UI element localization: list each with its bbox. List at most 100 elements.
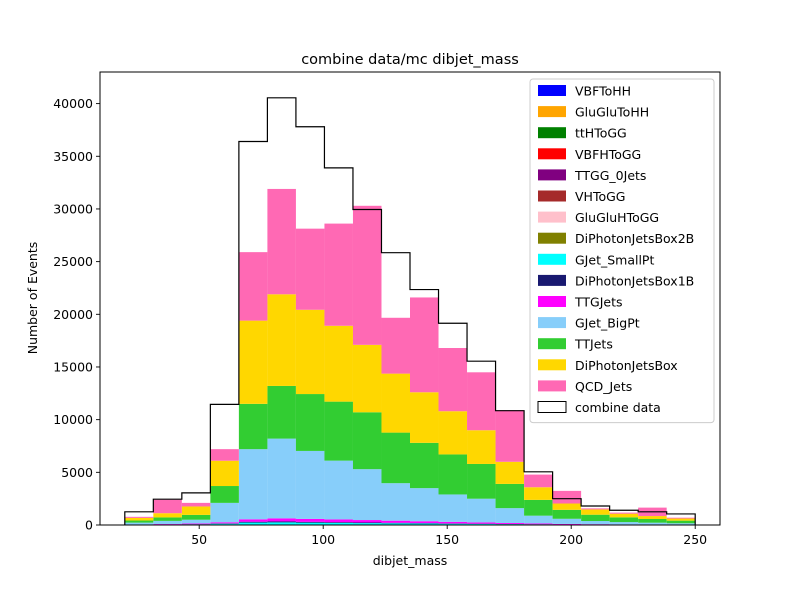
bar-diphotonjetsbox <box>381 373 410 433</box>
legend-swatch-tthtogg <box>538 127 566 139</box>
bar-diphotonjetsbox1b <box>352 522 382 524</box>
bar-qcd-jets <box>124 516 154 518</box>
bar-ttgjets <box>267 518 296 522</box>
legend-label-ttgjets: TTGJets <box>574 295 623 310</box>
bar-gjet-smallpt <box>352 523 382 525</box>
legend-swatch-ttjets <box>538 338 566 350</box>
legend-label-glugluhtogg: GluGluHToGG <box>575 210 659 225</box>
bar-gjet-bigpt <box>324 460 353 520</box>
bar-ttgjets <box>324 519 353 523</box>
bar-diphotonjetsbox <box>495 461 525 484</box>
bar-gjet-bigpt <box>552 518 582 524</box>
legend-label-qcd-jets: QCD_Jets <box>575 379 632 394</box>
legend-swatch-ttgg-0jets <box>538 169 566 181</box>
bars-layer <box>124 188 696 525</box>
legend-swatch-diphotonjetsbox <box>538 359 566 371</box>
bar-ttgjets <box>238 519 268 522</box>
bar-ttgjets <box>295 518 325 522</box>
bar-gjet-bigpt <box>638 522 667 525</box>
legend-swatch-vbfhtogg <box>538 148 566 160</box>
data-step-layer <box>124 97 696 525</box>
bar-diphotonjetsbox <box>581 509 610 515</box>
legend-swatch-qcd-jets <box>538 380 566 392</box>
bar-ttjets <box>267 385 296 439</box>
bar-ttjets <box>153 517 182 521</box>
bar-qcd-jets <box>410 297 439 393</box>
bar-qcd-jets <box>581 508 610 510</box>
bar-diphotonjetsbox1b <box>295 521 325 523</box>
bar-diphotonjetsbox <box>438 411 468 455</box>
y-tick-label: 5000 <box>61 465 93 480</box>
bar-gjet-bigpt <box>495 508 525 523</box>
bar-gjet-smallpt <box>410 523 439 525</box>
bar-ttjets <box>581 514 610 522</box>
legend-label-tthtogg: ttHToGG <box>575 126 627 141</box>
bar-gjet-bigpt <box>124 522 154 525</box>
legend-label-diphotonjetsbox: DiPhotonJetsBox <box>575 358 678 373</box>
bar-ttjets <box>467 463 496 499</box>
legend-label-diphotonjetsbox2b: DiPhotonJetsBox2B <box>575 231 694 246</box>
bar-qcd-jets <box>295 228 325 310</box>
bar-ttjets <box>524 499 553 516</box>
bar-gjet-bigpt <box>238 449 268 520</box>
bar-gjet-smallpt <box>381 523 410 525</box>
legend-swatch-gjet-smallpt <box>538 253 566 265</box>
bar-gjet-bigpt <box>438 494 468 522</box>
bar-ttjets <box>295 394 325 451</box>
bar-qcd-jets <box>438 348 468 412</box>
legend-label-ttjets: TTJets <box>574 337 613 352</box>
bar-diphotonjetsbox <box>638 516 667 519</box>
legend-label-combine-data: combine data <box>575 400 661 415</box>
legend-swatch-vhtogg <box>538 190 566 202</box>
bar-ttjets <box>124 520 154 523</box>
legend: VBFToHH GluGluToHH ttHToGG VBFHToGG TTGG_0Je… <box>529 78 715 424</box>
y-tick-label: 30000 <box>53 201 93 216</box>
bar-diphotonjetsbox <box>467 430 496 464</box>
y-axis-label: Number of Events <box>25 242 40 355</box>
legend-label-vbfhtogg: VBFHToGG <box>575 147 641 162</box>
bar-gjet-bigpt <box>524 515 553 524</box>
bar-ttjets <box>181 514 211 520</box>
bar-diphotonjetsbox <box>124 517 154 521</box>
bar-gjet-bigpt <box>153 520 182 525</box>
bar-gjet-bigpt <box>267 438 296 519</box>
bar-ttgjets <box>381 520 410 523</box>
y-axis: 0 5000 10000 15000 20000 25000 30000 35000 40000 <box>53 96 100 533</box>
bar-diphotonjetsbox <box>352 344 382 413</box>
bar-gjet-bigpt <box>609 522 639 525</box>
bar-diphotonjetsbox <box>153 513 182 518</box>
legend-swatch-diphotonjetsbox1b <box>538 274 566 286</box>
bar-ttjets <box>552 509 582 519</box>
bar-ttjets <box>495 483 525 509</box>
bar-qcd-jets <box>324 223 353 326</box>
bar-diphotonjetsbox <box>267 294 296 386</box>
bar-gjet-bigpt <box>581 521 610 525</box>
legend-label-gjet-bigpt: GJet_BigPt <box>575 316 640 331</box>
bar-qcd-jets <box>467 372 496 431</box>
bar-diphotonjetsbox1b <box>267 521 296 523</box>
bar-ttgjets <box>210 522 239 524</box>
legend-swatch-glugluhtogg <box>538 211 566 223</box>
bar-gjet-smallpt <box>324 522 353 525</box>
bar-gjet-smallpt <box>295 522 325 525</box>
y-tick-label: 20000 <box>53 307 93 322</box>
bar-qcd-jets <box>210 449 239 461</box>
bar-diphotonjetsbox <box>238 320 268 404</box>
bar-ttgjets <box>467 522 496 524</box>
bar-ttgjets <box>495 522 525 524</box>
bar-diphotonjetsbox <box>210 460 239 487</box>
bar-qcd-jets <box>495 410 525 462</box>
legend-label-diphotonjetsbox1b: DiPhotonJetsBox1B <box>575 273 694 288</box>
legend-label-gjet-smallpt: GJet_SmallPt <box>575 252 654 267</box>
bar-gjet-bigpt <box>210 502 239 523</box>
legend-box <box>529 78 715 424</box>
legend-swatch-ttgjets <box>538 296 566 307</box>
bar-diphotonjetsbox <box>295 309 325 395</box>
bar-ttgjets <box>352 520 382 523</box>
bar-ttjets <box>609 517 639 523</box>
x-tick-label: 150 <box>435 532 459 547</box>
bar-diphotonjetsbox <box>324 325 353 402</box>
bar-ttjets <box>210 486 239 503</box>
y-tick-label: 25000 <box>53 254 93 269</box>
bar-diphotonjetsbox <box>552 503 582 510</box>
